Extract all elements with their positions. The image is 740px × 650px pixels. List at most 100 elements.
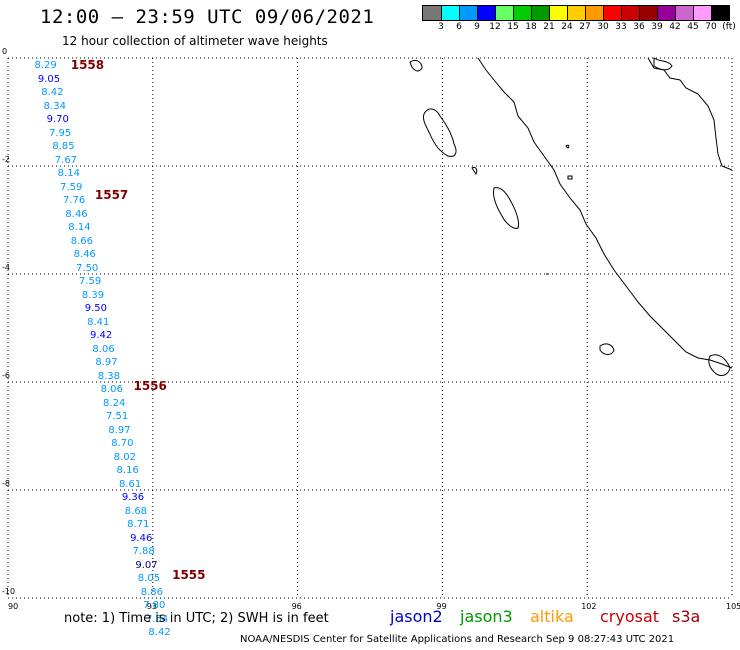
wave-height-label: 8.85 [52, 141, 75, 153]
wave-height-label: 8.14 [57, 168, 80, 180]
colorbar-swatch [585, 6, 603, 20]
colorbar-swatch [639, 6, 657, 20]
lat-tick-label: -10 [2, 587, 16, 596]
lat-tick-label: 0 [2, 47, 8, 56]
colorbar-label: 36 [633, 22, 645, 32]
colorbar-label: 42 [669, 22, 681, 32]
legend-item-jason2: jason2 [390, 607, 443, 626]
lon-tick-label: 90 [8, 602, 19, 611]
wave-height-label: 7.59 [78, 276, 102, 288]
coastline [477, 57, 733, 369]
wave-height-label: 7.80 [143, 600, 166, 612]
wave-height-label: 7.51 [105, 411, 129, 423]
lon-tick-label: 102 [581, 602, 597, 611]
wave-height-label: 8.66 [70, 235, 93, 247]
wave-height-label: 8.14 [68, 222, 91, 234]
wave-height-label: 8.42 [41, 87, 64, 99]
legend-item-s3a: s3a [672, 607, 701, 626]
legend-item-cryosat: cryosat [600, 607, 660, 626]
wave-height-label: 8.02 [113, 451, 136, 463]
island-outline [567, 175, 573, 180]
colorbar-swatch [441, 6, 459, 20]
wave-height-label: 7.76 [62, 195, 86, 207]
wave-height-label: 9.42 [90, 330, 113, 342]
track-time-label: 1557 [94, 187, 129, 202]
wave-height-label: 8.24 [103, 397, 126, 409]
wave-height-label: 8.97 [108, 424, 131, 436]
lon-tick-label: 96 [291, 602, 302, 611]
wave-height-label: 7.50 [76, 262, 99, 274]
colorbar-label: 30 [597, 22, 609, 32]
wave-height-label: 9.46 [130, 532, 153, 544]
wave-height-label: 8.34 [43, 100, 66, 112]
colorbar-label: 39 [651, 22, 663, 32]
units-note: note: 1) Time is in UTC; 2) SWH is in fe… [64, 611, 329, 626]
wave-height-label: 7.59 [60, 181, 83, 193]
wave-height-label: 8.06 [100, 384, 123, 396]
wave-height-label: 8.70 [111, 438, 134, 450]
colorbar-swatch [693, 6, 711, 20]
wave-height-label: 8.39 [81, 289, 105, 301]
wave-height-label: 9.70 [46, 114, 69, 126]
island-outline [599, 343, 615, 355]
lat-tick-label: -8 [2, 479, 10, 488]
colorbar-swatch [711, 6, 729, 20]
colorbar-label: 9 [474, 22, 480, 32]
wave-height-label: 9.36 [121, 492, 145, 504]
wave-height-label: 8.38 [97, 370, 121, 382]
lat-tick-label: -4 [2, 263, 10, 272]
wave-height-label: 8.61 [118, 478, 142, 490]
colorbar-label: 3 [438, 22, 444, 32]
colorbar-label: 24 [561, 22, 573, 32]
track-time-label: 1556 [133, 379, 167, 394]
island-outline [565, 144, 570, 149]
map-plot-area: 90 93 96 99 102 105 0 -2 -4 -6 -8 -10 8.29 9.05 8.42 8.… [2, 47, 740, 638]
island-outline [423, 108, 457, 157]
wave-height-label: 7.67 [54, 154, 78, 166]
map-title: 12:00 – 23:59 UTC 09/06/2021 [40, 6, 375, 28]
colorbar-swatch [459, 6, 477, 20]
colorbar-label: (ft) [722, 22, 736, 32]
wave-height-label: 9.50 [84, 303, 107, 315]
wave-height-label: 8.71 [127, 519, 150, 531]
colorbar-swatch [423, 6, 441, 20]
footer-credit: NOAA/NESDIS Center for Satellite Applica… [240, 634, 675, 645]
wave-height-label: 9.07 [135, 559, 158, 571]
map-subtitle: 12 hour collection of altimeter wave hei… [62, 34, 328, 48]
colorbar-swatch [657, 6, 675, 20]
colorbar-swatch [531, 6, 549, 20]
wave-height-label: 8.97 [95, 357, 118, 369]
colorbar-label: 18 [525, 22, 537, 32]
colorbar-label: 33 [615, 22, 627, 32]
island-outline [647, 57, 733, 171]
lat-tick-label: -2 [2, 155, 10, 164]
wave-height-label: 7.88 [132, 546, 155, 558]
island-outline [409, 59, 423, 72]
map-canvas [7, 57, 733, 599]
colorbar-swatch [621, 6, 639, 20]
wave-height-label: 8.29 [34, 60, 57, 72]
wave-height-label: 8.46 [65, 208, 88, 220]
colorbar-swatch [477, 6, 495, 20]
colorbar-label: 12 [489, 22, 501, 32]
wave-height-label: 8.16 [116, 465, 139, 477]
colorbar-label: 21 [543, 22, 555, 32]
colorbar-label: 70 [705, 22, 717, 32]
wave-height-label: 8.06 [92, 343, 115, 355]
island-outline [471, 167, 478, 175]
legend-item-altika: altika [530, 607, 574, 626]
legend-item-jason3: jason3 [460, 607, 513, 626]
colorbar-swatch [495, 6, 513, 20]
wave-height-label: 8.46 [73, 249, 96, 261]
wave-height-colorbar [422, 5, 730, 21]
wave-height-label: 7.95 [48, 127, 72, 139]
colorbar-label: 45 [687, 22, 699, 32]
island-outline [653, 57, 673, 71]
colorbar-swatch [567, 6, 585, 20]
wave-height-label: 8.42 [148, 627, 171, 639]
wave-height-label: 8.68 [124, 505, 148, 517]
track-time-label: 1558 [70, 58, 105, 73]
lon-tick-label: 105 [726, 602, 740, 611]
wave-height-label: 7.54 [146, 613, 169, 625]
